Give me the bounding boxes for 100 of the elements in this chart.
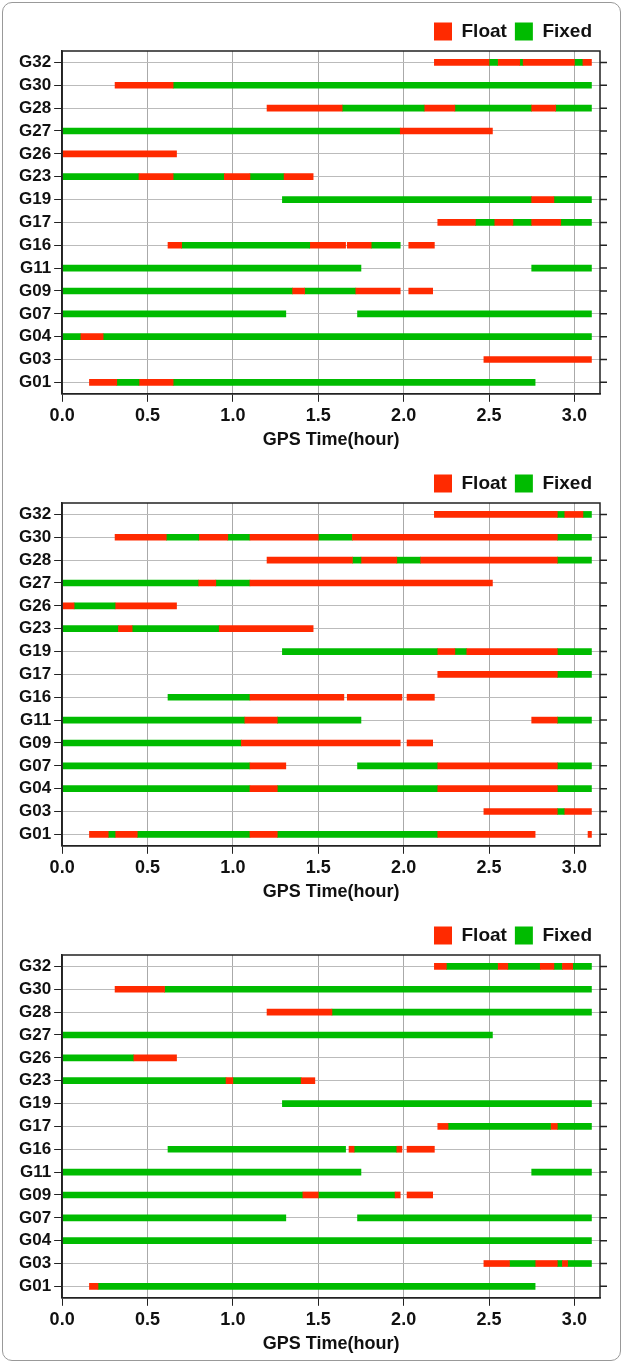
bar bbox=[445, 963, 498, 970]
bar bbox=[167, 241, 182, 249]
bar bbox=[317, 533, 353, 541]
bar bbox=[352, 533, 558, 541]
bar bbox=[437, 785, 558, 792]
x-tick-label: 3.0 bbox=[561, 856, 587, 877]
bar bbox=[62, 1191, 304, 1199]
y-tick-label: G16 bbox=[18, 1138, 52, 1158]
bar bbox=[138, 173, 174, 181]
bar bbox=[292, 287, 305, 295]
bar bbox=[509, 1260, 536, 1267]
bar bbox=[224, 173, 251, 181]
bar bbox=[62, 264, 362, 272]
legend-label: Fixed bbox=[542, 471, 592, 493]
bar bbox=[562, 963, 574, 970]
bar bbox=[355, 287, 401, 295]
bar bbox=[102, 333, 592, 340]
y-tick-label: G07 bbox=[18, 1207, 52, 1227]
x-tick-label: 2.5 bbox=[476, 404, 502, 425]
x-tick-label: 1.0 bbox=[220, 1308, 246, 1329]
bar bbox=[560, 219, 592, 226]
y-tick-label: G01 bbox=[18, 1276, 52, 1296]
bar bbox=[167, 693, 251, 701]
bar bbox=[497, 59, 521, 66]
y-tick-label: G28 bbox=[18, 97, 52, 117]
bar bbox=[531, 264, 592, 272]
bar bbox=[249, 693, 345, 701]
bar bbox=[62, 625, 119, 633]
x-tick-label: 2.0 bbox=[391, 856, 417, 877]
bar bbox=[244, 716, 278, 724]
x-tick-label: 1.5 bbox=[305, 856, 331, 877]
y-tick-label: G23 bbox=[18, 618, 52, 638]
bar bbox=[266, 556, 353, 564]
bar bbox=[353, 1145, 398, 1153]
bar bbox=[475, 219, 495, 226]
y-tick-label: G01 bbox=[18, 372, 52, 392]
bar bbox=[434, 59, 490, 66]
bar bbox=[556, 648, 592, 655]
bar bbox=[408, 241, 435, 249]
y-tick-label: G27 bbox=[18, 1024, 52, 1044]
bar bbox=[574, 59, 584, 66]
bar bbox=[539, 963, 555, 970]
bar bbox=[553, 963, 563, 970]
x-tick-label: 0.0 bbox=[49, 1308, 75, 1329]
bar bbox=[172, 173, 225, 181]
bar bbox=[118, 625, 133, 633]
bar bbox=[114, 985, 165, 993]
bar bbox=[276, 785, 439, 792]
bar bbox=[138, 379, 174, 386]
y-tick-label: G19 bbox=[18, 1093, 52, 1113]
bar bbox=[62, 716, 246, 724]
x-tick-label: 3.0 bbox=[561, 1308, 587, 1329]
bar bbox=[249, 762, 287, 770]
bar bbox=[434, 511, 558, 518]
bar bbox=[562, 1260, 568, 1267]
bar bbox=[394, 1191, 401, 1199]
bar bbox=[62, 1077, 227, 1085]
x-tick-label: 3.0 bbox=[561, 404, 587, 425]
y-tick-label: G03 bbox=[18, 1253, 52, 1273]
x-tick-label: 1.0 bbox=[220, 856, 246, 877]
y-tick-label: G16 bbox=[18, 686, 52, 706]
y-tick-label: G17 bbox=[18, 1116, 52, 1136]
bar bbox=[466, 648, 558, 655]
bar bbox=[357, 310, 592, 318]
bar bbox=[62, 310, 287, 318]
bar bbox=[357, 762, 439, 770]
bar bbox=[406, 693, 435, 701]
bar bbox=[572, 963, 592, 970]
bar bbox=[249, 831, 278, 838]
y-tick-label: G17 bbox=[18, 664, 52, 684]
bar bbox=[483, 1260, 510, 1267]
bar bbox=[396, 1145, 403, 1153]
bar bbox=[62, 173, 140, 181]
y-tick-label: G07 bbox=[18, 755, 52, 775]
bar bbox=[131, 625, 220, 633]
bar bbox=[488, 59, 498, 66]
y-tick-label: G30 bbox=[18, 978, 52, 998]
x-tick-label: 0.0 bbox=[49, 404, 75, 425]
bar bbox=[550, 1123, 558, 1130]
bar bbox=[370, 241, 401, 249]
y-tick-label: G26 bbox=[18, 595, 52, 615]
bar bbox=[116, 379, 140, 386]
bar bbox=[582, 511, 592, 518]
bar bbox=[198, 533, 229, 541]
bar bbox=[556, 785, 592, 792]
bar bbox=[172, 81, 592, 89]
bar bbox=[62, 1214, 287, 1222]
bar bbox=[357, 1214, 592, 1222]
bar bbox=[165, 533, 200, 541]
bar bbox=[437, 219, 476, 226]
y-tick-label: G17 bbox=[18, 212, 52, 232]
bar bbox=[567, 1260, 592, 1267]
bar bbox=[164, 985, 592, 993]
x-tick-label: 2.0 bbox=[391, 1308, 417, 1329]
bar bbox=[114, 81, 174, 89]
bar bbox=[249, 173, 285, 181]
y-tick-label: G19 bbox=[18, 189, 52, 209]
x-tick-label: 0.5 bbox=[134, 856, 161, 877]
legend-label: Fixed bbox=[542, 923, 592, 945]
bar bbox=[249, 533, 319, 541]
